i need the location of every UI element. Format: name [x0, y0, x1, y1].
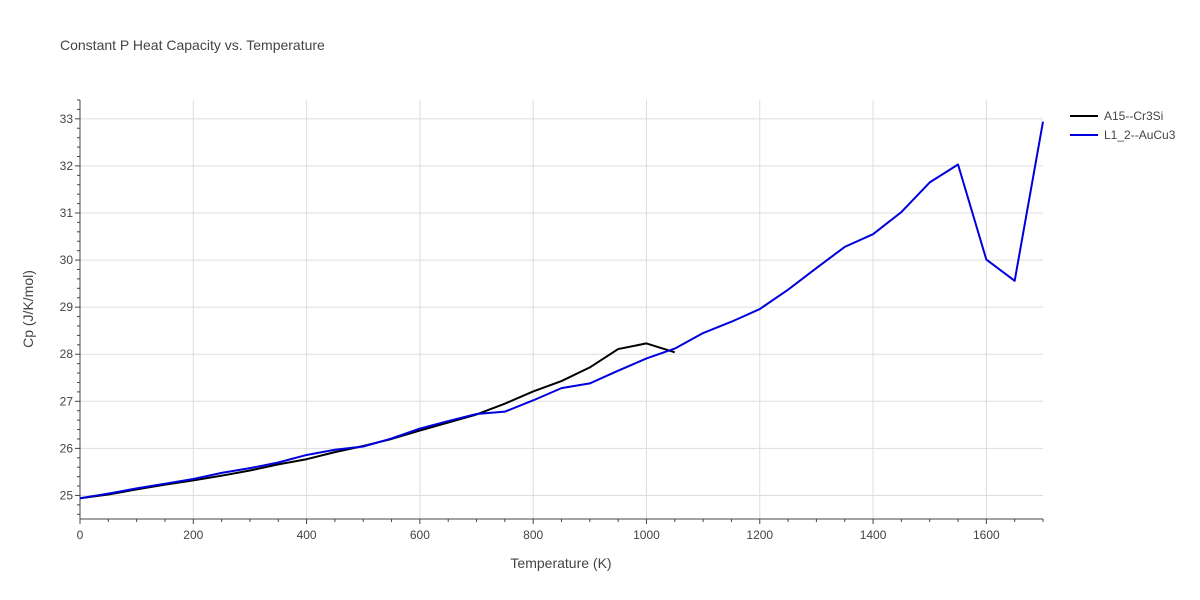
x-tick-label: 200: [183, 528, 203, 542]
chart-title: Constant P Heat Capacity vs. Temperature: [60, 37, 325, 53]
legend-label: L1_2--AuCu3: [1104, 128, 1176, 142]
y-tick-label: 32: [60, 159, 74, 173]
legend-item-1[interactable]: A15--Cr3Si: [1070, 109, 1163, 123]
y-tick-label: 29: [60, 300, 74, 314]
y-axis-label: Cp (J/K/mol): [20, 270, 36, 348]
x-tick-label: 1200: [746, 528, 773, 542]
x-tick-label: 1000: [633, 528, 660, 542]
grid: [80, 100, 1043, 519]
x-tick-label: 400: [297, 528, 317, 542]
x-tick-label: 0: [77, 528, 84, 542]
x-axis-label: Temperature (K): [510, 555, 611, 571]
axes: 0 200 400 600 800 1000 1200 1400 1600 25 26 27 28 29 3…: [60, 99, 1044, 542]
legend-label: A15--Cr3Si: [1104, 109, 1163, 123]
y-tick-label: 25: [60, 488, 74, 502]
series-line-2: [79, 121, 1044, 500]
x-tick-label: 1400: [860, 528, 887, 542]
x-tick-label: 600: [410, 528, 430, 542]
y-tick-label: 26: [60, 441, 74, 455]
x-tick-label: 800: [523, 528, 543, 542]
y-tick-label: 31: [60, 206, 74, 220]
y-tick-label: 30: [60, 253, 74, 267]
y-tick-label: 27: [60, 394, 74, 408]
legend-item-2[interactable]: L1_2--AuCu3: [1070, 128, 1176, 142]
legend[interactable]: A15--Cr3Si L1_2--AuCu3: [1070, 109, 1176, 142]
y-tick-label: 33: [60, 112, 74, 126]
y-tick-label: 28: [60, 347, 74, 361]
series-group: [79, 121, 1044, 500]
x-tick-label: 1600: [973, 528, 1000, 542]
